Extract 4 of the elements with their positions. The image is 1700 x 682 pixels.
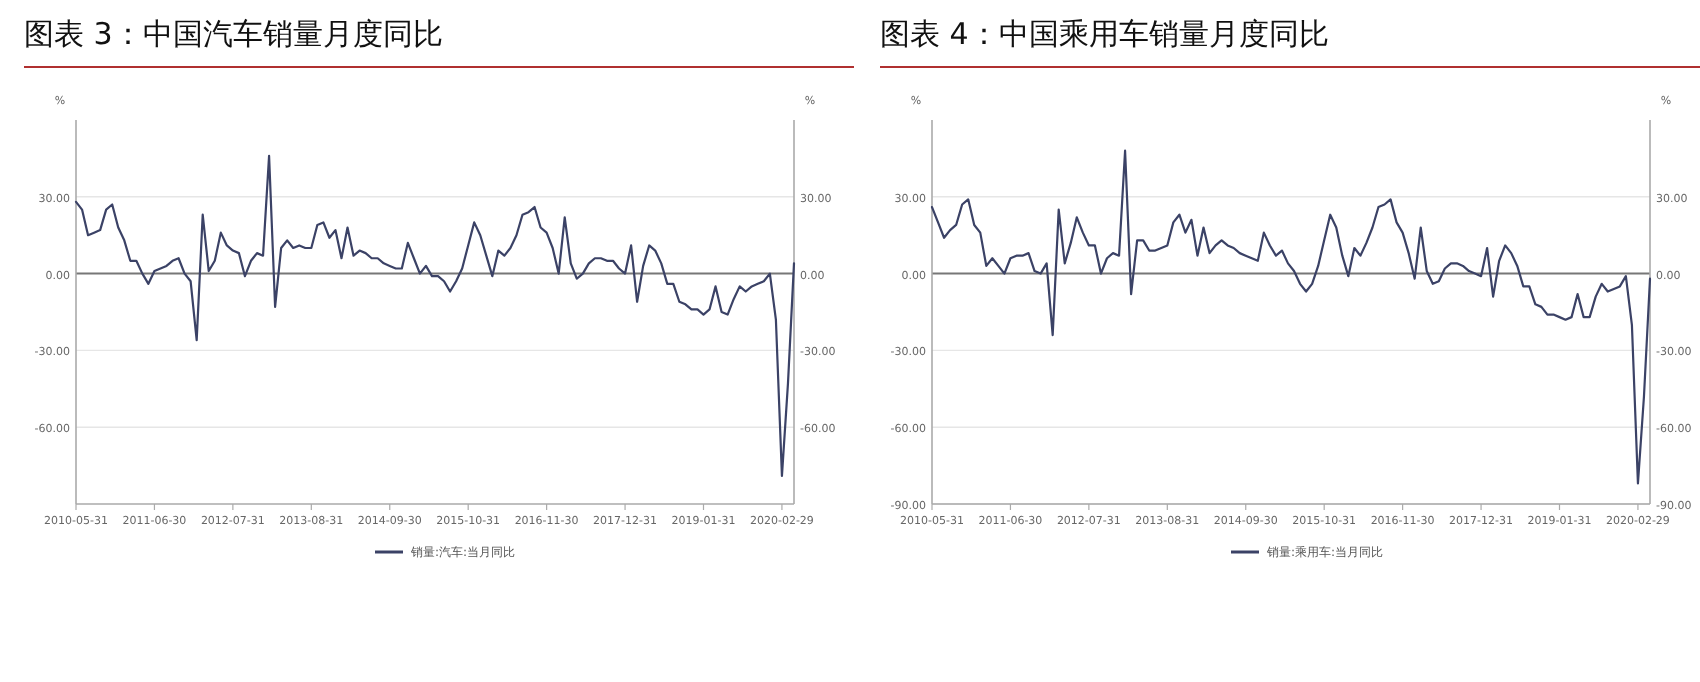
chart-title: 图表 3：中国汽车销量月度同比	[24, 16, 854, 68]
line-series	[74, 154, 796, 477]
line-series	[930, 149, 1652, 485]
chart-title: 图表 4：中国乘用车销量月度同比	[880, 16, 1700, 68]
